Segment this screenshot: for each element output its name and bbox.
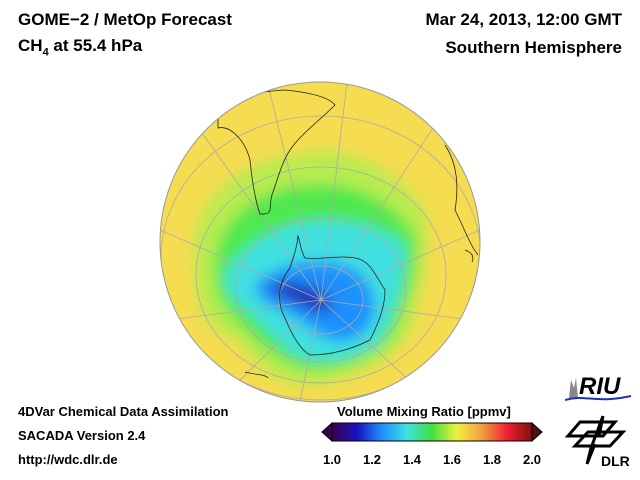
coastlines: [217, 89, 479, 379]
colorbar-gradient: [331, 422, 533, 442]
svg-text:RIU: RIU: [579, 373, 621, 400]
graticule: [160, 82, 480, 402]
colorbar-tick-label: 1.6: [442, 452, 462, 467]
level: at 55.4 hPa: [48, 36, 143, 55]
colorbar-high-arrow: [531, 422, 543, 443]
methane-field: [160, 82, 480, 402]
colorbar-tick-label: 1.8: [482, 452, 502, 467]
colorbar-tick-label: 2.0: [522, 452, 542, 467]
species-subscript: 4: [42, 46, 49, 59]
riu-logo: RIU: [565, 373, 632, 401]
colorbar-tick-label: 1.4: [402, 452, 422, 467]
species-level: CH4 at 55.4 hPa: [18, 36, 142, 58]
footer-url[interactable]: http://wdc.dlr.de: [18, 452, 118, 467]
forecast-date: Mar 24, 2013, 12:00 GMT: [425, 10, 622, 29]
colorbar: [321, 422, 543, 443]
colorbar-title: Volume Mixing Ratio [ppmv]: [337, 404, 511, 419]
colorbar-low-arrow: [321, 422, 333, 443]
species: CH: [18, 36, 43, 55]
colorbar-tick-label: 1.2: [362, 452, 382, 467]
footer-line-2: SACADA Version 2.4: [18, 428, 146, 443]
footer-line-1: 4DVar Chemical Data Assimilation: [18, 404, 229, 419]
dlr-logo: DLR: [564, 415, 630, 469]
colorbar-tick-label: 1.0: [322, 452, 342, 467]
svg-text:DLR: DLR: [601, 453, 630, 469]
map-title: GOME−2 / MetOp Forecast: [18, 10, 232, 29]
region-label: Southern Hemisphere: [445, 38, 622, 57]
